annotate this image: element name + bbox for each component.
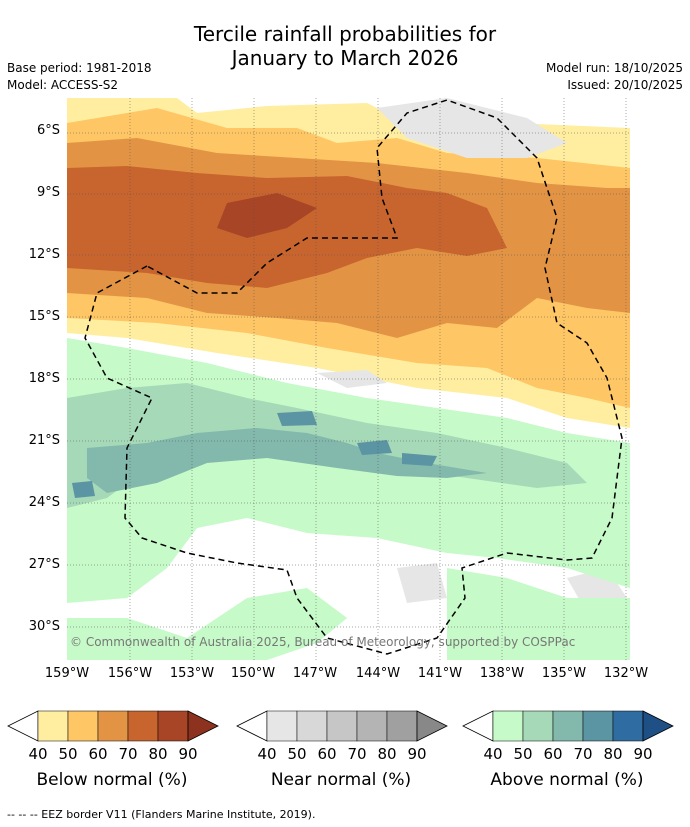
lat-label: 12°S [28, 247, 60, 262]
lon-label: 141°W [417, 666, 463, 681]
colorbar-tick: 70 [573, 745, 593, 763]
legend-title: Above normal (%) [490, 770, 644, 790]
lat-label: 30°S [28, 619, 60, 634]
colorbar-swatch [356, 710, 388, 742]
lon-label: 159°W [44, 666, 90, 681]
region-near-40-mid [317, 370, 627, 613]
colorbar-tick: 60 [317, 745, 337, 763]
colorbar-tick: 70 [118, 745, 138, 763]
colorbar-swatch [492, 710, 524, 742]
legend-title: Near normal (%) [270, 770, 412, 790]
region-below-80 [217, 193, 317, 238]
title-line-2: January to March 2026 [231, 46, 459, 70]
title-line-1: Tercile rainfall probabilities for [193, 22, 497, 46]
colorbar-tick: 50 [58, 745, 78, 763]
lat-label: 18°S [28, 371, 60, 386]
colorbar-tick: 80 [377, 745, 397, 763]
colorbar-max-arrow [642, 710, 674, 742]
colorbar-tick: 60 [543, 745, 563, 763]
issued-date: Issued: 20/10/2025 [567, 78, 683, 92]
colorbar-swatch [67, 710, 99, 742]
colorbar-swatch [127, 710, 159, 742]
colorbar-swatch [612, 710, 644, 742]
colorbar-2 [236, 710, 448, 742]
rainfall-probability-map: © Commonwealth of Australia 2025, Bureau… [67, 98, 630, 660]
model-name: Model: ACCESS-S2 [7, 78, 119, 92]
colorbar-min-arrow [236, 710, 268, 742]
region-above-70 [72, 411, 437, 498]
model-run: Model run: 18/10/2025 [545, 61, 683, 75]
colorbar-tick: 60 [88, 745, 108, 763]
colorbar-min-arrow [7, 710, 39, 742]
lat-label: 21°S [28, 433, 60, 448]
legend-title: Below normal (%) [36, 770, 188, 790]
colorbar-1 [7, 710, 219, 742]
colorbar-swatch [552, 710, 584, 742]
colorbar-tick: 80 [603, 745, 623, 763]
lat-label: 24°S [28, 495, 60, 510]
lon-label: 147°W [292, 666, 338, 681]
map-title: Tercile rainfall probabilities for Janua… [0, 22, 690, 70]
colorbar-tick: 80 [148, 745, 168, 763]
lon-label: 132°W [603, 666, 649, 681]
lat-label: 9°S [36, 185, 60, 200]
colorbar-tick: 40 [257, 745, 277, 763]
colorbar-tick: 90 [407, 745, 427, 763]
copyright-text: © Commonwealth of Australia 2025, Bureau… [70, 635, 575, 649]
lat-label: 6°S [36, 123, 60, 138]
colorbar-swatch [326, 710, 358, 742]
colorbar-swatch [386, 710, 418, 742]
meta-left: Base period: 1981-2018 Model: ACCESS-S2 [7, 60, 152, 94]
colorbar-tick: 40 [28, 745, 48, 763]
region-above-60 [87, 428, 487, 493]
lat-label: 15°S [28, 309, 60, 324]
eez-footnote: -- -- -- EEZ border V11 (Flanders Marine… [7, 808, 316, 821]
lat-label: 27°S [28, 557, 60, 572]
lon-label: 150°W [230, 666, 276, 681]
colorbar-tick: 90 [633, 745, 653, 763]
region-near-40-north [377, 98, 567, 158]
lon-label: 153°W [169, 666, 215, 681]
colorbar-tick: 50 [513, 745, 533, 763]
colorbar-swatch [522, 710, 554, 742]
colorbar-swatch [157, 710, 189, 742]
meta-right: Model run: 18/10/2025 Issued: 20/10/2025 [546, 60, 683, 94]
colorbar-tick: 90 [178, 745, 198, 763]
lon-label: 144°W [355, 666, 401, 681]
colorbar-tick: 50 [287, 745, 307, 763]
lon-label: 156°W [107, 666, 153, 681]
colorbar-swatch [37, 710, 69, 742]
lon-label: 138°W [479, 666, 525, 681]
colorbar-3 [462, 710, 674, 742]
base-period: Base period: 1981-2018 [7, 61, 152, 75]
colorbar-max-arrow [187, 710, 219, 742]
colorbar-swatch [296, 710, 328, 742]
colorbar-tick: 70 [347, 745, 367, 763]
colorbar-max-arrow [416, 710, 448, 742]
colorbar-swatch [582, 710, 614, 742]
colorbar-tick: 40 [483, 745, 503, 763]
colorbar-min-arrow [462, 710, 494, 742]
colorbar-swatch [97, 710, 129, 742]
colorbar-swatch [266, 710, 298, 742]
lon-label: 135°W [541, 666, 587, 681]
